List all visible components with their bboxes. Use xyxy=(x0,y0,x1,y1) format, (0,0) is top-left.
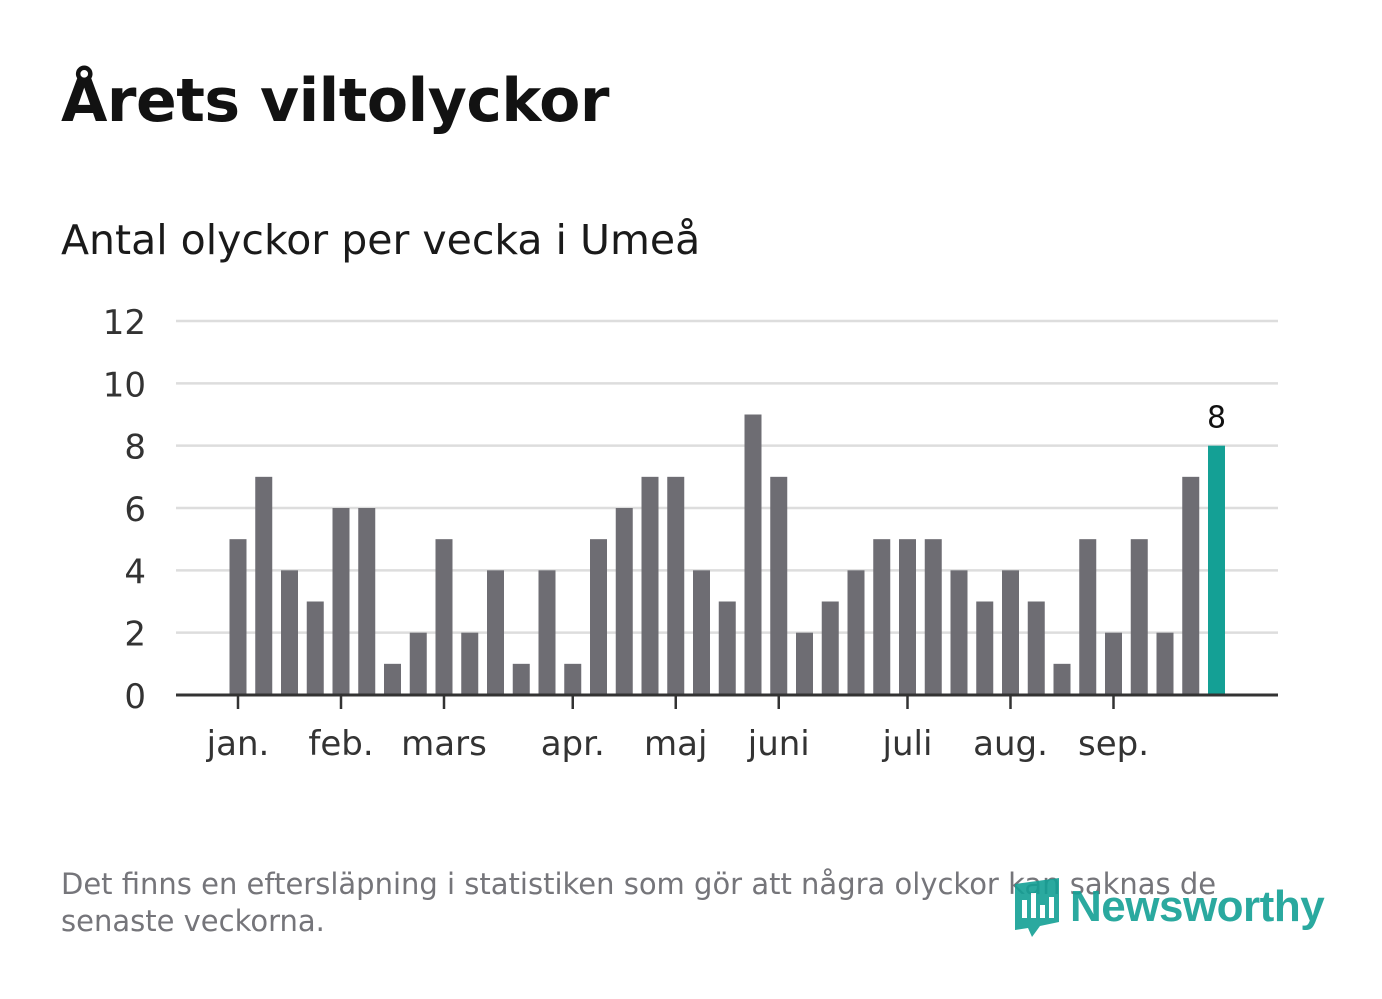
bar xyxy=(1002,570,1019,695)
bar xyxy=(255,476,273,695)
chart-title: Antal olyckor per vecka i Umeå xyxy=(61,216,701,264)
bar xyxy=(1105,632,1122,695)
y-tick-label: 8 xyxy=(124,428,146,468)
x-tick-label: maj xyxy=(644,724,707,764)
bar xyxy=(847,570,865,695)
x-tick-label: aug. xyxy=(973,724,1048,764)
bar-highlighted xyxy=(1208,445,1225,695)
newsworthy-logo-icon xyxy=(1015,878,1059,937)
y-tick-label: 2 xyxy=(124,615,146,655)
bar xyxy=(358,508,376,695)
bar xyxy=(332,508,350,695)
y-tick-label: 12 xyxy=(103,303,146,343)
x-tick-label: sep. xyxy=(1078,724,1149,764)
bar xyxy=(512,663,530,695)
x-tick-label: apr. xyxy=(541,724,605,764)
bar-value-label: 8 xyxy=(1207,401,1226,436)
bar xyxy=(1027,601,1045,695)
y-tick-label: 4 xyxy=(124,552,146,592)
bar xyxy=(229,539,247,695)
y-tick-label: 6 xyxy=(124,490,146,530)
page-title: Årets viltolyckor xyxy=(61,66,610,136)
bar xyxy=(744,414,762,695)
x-tick-label: mars xyxy=(401,724,487,764)
bar xyxy=(538,570,556,695)
x-tick-label: juni xyxy=(747,724,810,764)
brand-logo: Newsworthy xyxy=(1012,876,1325,938)
bar xyxy=(435,539,453,695)
x-tick-label: jan. xyxy=(206,724,270,764)
bar xyxy=(1053,663,1071,695)
bar xyxy=(615,508,633,695)
bar xyxy=(461,632,479,695)
bar xyxy=(924,539,942,695)
y-tick-label: 0 xyxy=(124,677,146,717)
bar xyxy=(667,476,685,695)
bar xyxy=(796,632,813,695)
bar xyxy=(770,476,788,695)
bar xyxy=(409,632,427,695)
bar xyxy=(693,570,710,695)
y-tick-label: 10 xyxy=(103,365,146,405)
x-tick-label: juli xyxy=(882,724,933,764)
bar xyxy=(821,601,839,695)
bar xyxy=(1156,632,1174,695)
bar xyxy=(281,570,298,695)
bar xyxy=(641,476,659,695)
bar xyxy=(899,539,916,695)
bar xyxy=(1130,539,1148,695)
x-tick-label: feb. xyxy=(308,724,373,764)
bar xyxy=(976,601,994,695)
bar xyxy=(384,663,401,695)
bar xyxy=(306,601,324,695)
bar xyxy=(590,539,607,695)
bar xyxy=(564,663,582,695)
bar xyxy=(718,601,736,695)
bar xyxy=(873,539,891,695)
bar xyxy=(950,570,968,695)
bar xyxy=(487,570,504,695)
brand-name: Newsworthy xyxy=(1070,882,1325,931)
bar xyxy=(1182,476,1200,695)
bar xyxy=(1079,539,1097,695)
